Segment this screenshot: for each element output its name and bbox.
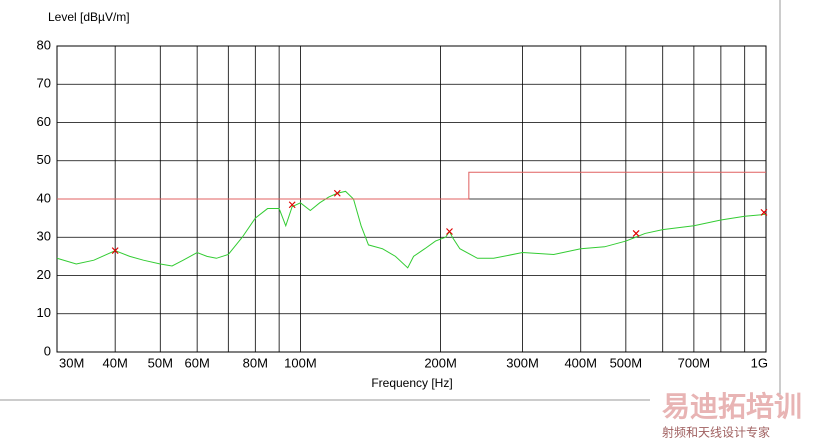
- x-tick-label: 60M: [185, 355, 210, 370]
- x-tick-label: 100M: [284, 355, 317, 370]
- x-tick-label: 50M: [148, 355, 173, 370]
- watermark-title: 易迪拓培训: [662, 390, 802, 423]
- x-tick-label: 500M: [610, 355, 643, 370]
- x-tick-label: 80M: [243, 355, 268, 370]
- peak-marker: [333, 189, 341, 197]
- peak-marker: [446, 228, 453, 235]
- y-tick-label: 10: [37, 305, 51, 320]
- peak-marker: [111, 247, 119, 255]
- x-tick-label: 400M: [564, 355, 597, 370]
- x-tick-label: 30M: [59, 355, 84, 370]
- y-tick-label: 60: [37, 114, 51, 129]
- chart-title: Level [dBµV/m]: [48, 10, 130, 24]
- x-axis-label: Frequency [Hz]: [371, 376, 452, 390]
- peak-marker: [760, 208, 768, 216]
- trace: [57, 171, 766, 200]
- y-tick-label: 50: [37, 152, 51, 167]
- x-tick-label: 200M: [424, 355, 457, 370]
- y-tick-label: 40: [37, 190, 51, 205]
- peak-marker: [288, 201, 296, 209]
- x-tick-label: 1G: [751, 355, 768, 370]
- watermark-subtitle: 射频和天线设计专家: [662, 425, 770, 440]
- y-tick-label: 70: [37, 76, 51, 91]
- x-tick-label: 300M: [506, 355, 539, 370]
- y-tick-label: 0: [44, 343, 51, 358]
- x-tick-label: 40M: [103, 355, 128, 370]
- y-tick-label: 30: [37, 229, 51, 244]
- y-tick-label: 80: [37, 37, 51, 52]
- peak-marker: [632, 230, 640, 237]
- x-tick-label: 700M: [678, 355, 711, 370]
- y-tick-label: 20: [37, 267, 51, 282]
